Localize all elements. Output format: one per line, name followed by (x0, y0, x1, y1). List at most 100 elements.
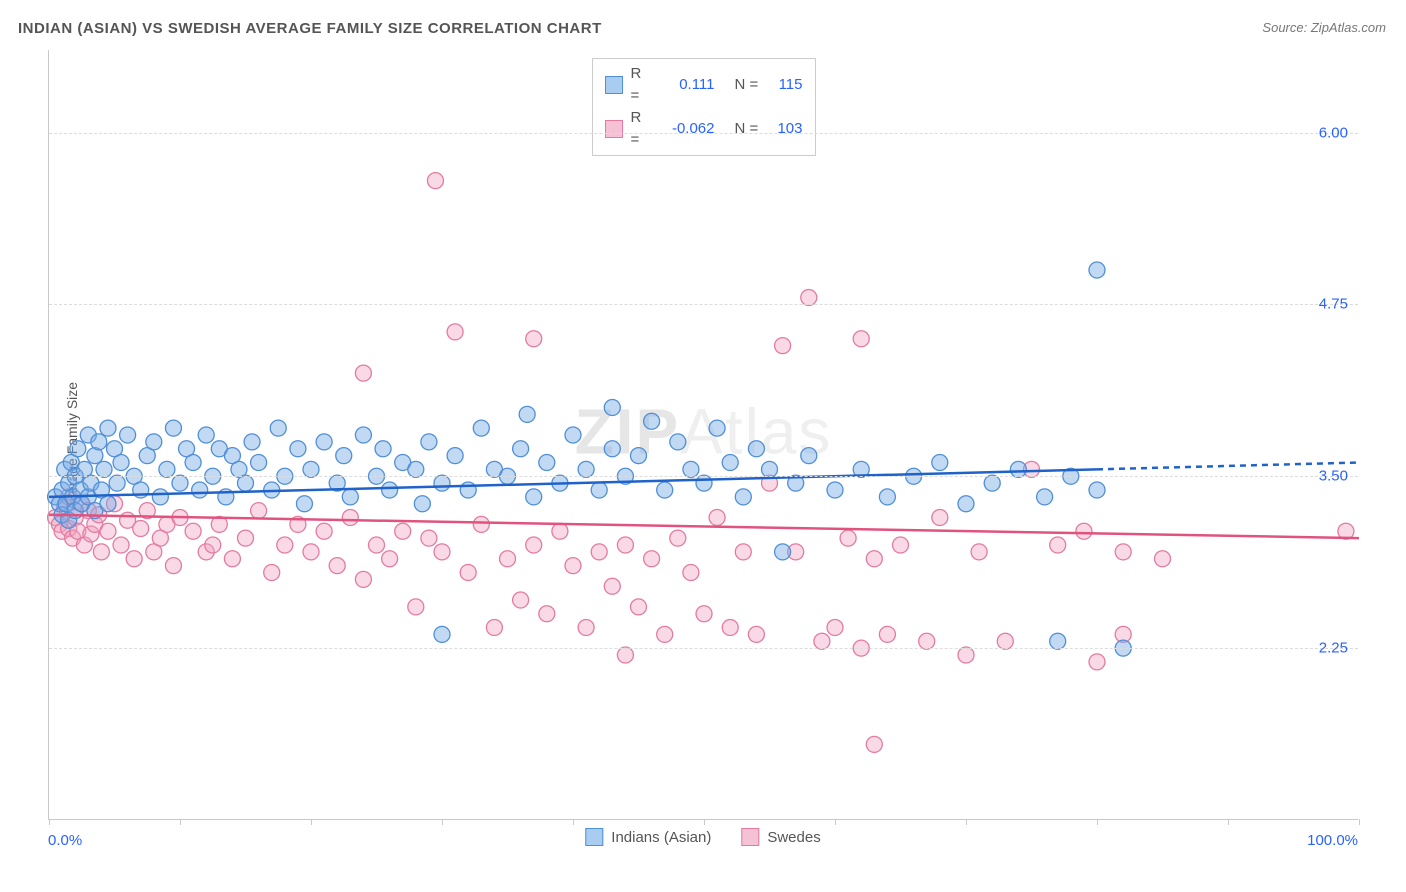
data-point (670, 434, 686, 450)
x-axis-min-label: 0.0% (48, 832, 82, 849)
data-point (932, 455, 948, 471)
data-point (395, 523, 411, 539)
gridline (49, 133, 1358, 134)
data-point (1076, 523, 1092, 539)
data-point (382, 482, 398, 498)
data-point (893, 537, 909, 553)
data-point (722, 620, 738, 636)
data-point (408, 599, 424, 615)
n-label: N = (735, 74, 763, 96)
data-point (1089, 262, 1105, 278)
data-point (735, 489, 751, 505)
data-point (1037, 489, 1053, 505)
data-point (958, 647, 974, 663)
r-value: 0.111 (661, 74, 715, 96)
data-point (251, 503, 267, 519)
data-point (486, 620, 502, 636)
x-tick (966, 819, 967, 825)
data-point (290, 441, 306, 457)
data-point (342, 510, 358, 526)
legend-item: Indians (Asian) (585, 828, 711, 846)
data-point (617, 537, 633, 553)
data-point (185, 523, 201, 539)
correlation-legend-row: R =0.111N =115 (605, 63, 803, 107)
data-point (1050, 537, 1066, 553)
n-label: N = (735, 118, 763, 140)
correlation-legend: R =0.111N =115R =-0.062N =103 (592, 58, 816, 156)
data-point (109, 475, 125, 491)
gridline (49, 476, 1358, 477)
data-point (853, 331, 869, 347)
data-point (971, 544, 987, 560)
data-point (152, 489, 168, 505)
data-point (919, 633, 935, 649)
chart-title: INDIAN (ASIAN) VS SWEDISH AVERAGE FAMILY… (18, 20, 602, 37)
r-value: -0.062 (661, 118, 715, 140)
data-point (526, 331, 542, 347)
data-point (1050, 633, 1066, 649)
data-point (100, 523, 116, 539)
data-point (879, 626, 895, 642)
x-tick (1097, 819, 1098, 825)
correlation-legend-row: R =-0.062N =103 (605, 107, 803, 151)
data-point (500, 551, 516, 567)
data-point (1089, 482, 1105, 498)
data-point (427, 173, 443, 189)
data-point (421, 530, 437, 546)
gridline (49, 304, 1358, 305)
data-point (355, 427, 371, 443)
data-point (296, 496, 312, 512)
data-point (591, 482, 607, 498)
data-point (827, 482, 843, 498)
data-point (683, 565, 699, 581)
data-point (1155, 551, 1171, 567)
data-point (192, 482, 208, 498)
data-point (355, 365, 371, 381)
data-point (604, 578, 620, 594)
data-point (748, 441, 764, 457)
data-point (165, 558, 181, 574)
data-point (172, 475, 188, 491)
legend-label: Indians (Asian) (611, 829, 711, 846)
data-point (264, 565, 280, 581)
data-point (165, 420, 181, 436)
legend-swatch (605, 120, 623, 138)
data-point (277, 537, 293, 553)
data-point (591, 544, 607, 560)
data-point (336, 448, 352, 464)
x-tick (1359, 819, 1360, 825)
data-point (414, 496, 430, 512)
gridline (49, 648, 1358, 649)
r-label: R = (631, 107, 653, 151)
data-point (984, 475, 1000, 491)
data-point (185, 455, 201, 471)
data-point (644, 413, 660, 429)
data-point (408, 461, 424, 477)
source-label: Source: (1262, 20, 1307, 35)
data-point (1115, 544, 1131, 560)
data-point (342, 489, 358, 505)
data-point (565, 427, 581, 443)
source-attribution: Source: ZipAtlas.com (1262, 20, 1386, 35)
data-point (513, 592, 529, 608)
data-point (644, 551, 660, 567)
data-point (355, 571, 371, 587)
data-point (316, 434, 332, 450)
data-point (827, 620, 843, 636)
data-point (997, 633, 1013, 649)
x-tick (1228, 819, 1229, 825)
data-point (696, 606, 712, 622)
data-point (709, 420, 725, 436)
legend-item: Swedes (741, 828, 820, 846)
data-point (460, 482, 476, 498)
data-point (709, 510, 725, 526)
x-tick (704, 819, 705, 825)
data-point (113, 455, 129, 471)
data-point (866, 551, 882, 567)
data-point (775, 338, 791, 354)
data-point (244, 434, 260, 450)
x-tick (49, 819, 50, 825)
x-tick (835, 819, 836, 825)
data-point (814, 633, 830, 649)
data-point (460, 565, 476, 581)
